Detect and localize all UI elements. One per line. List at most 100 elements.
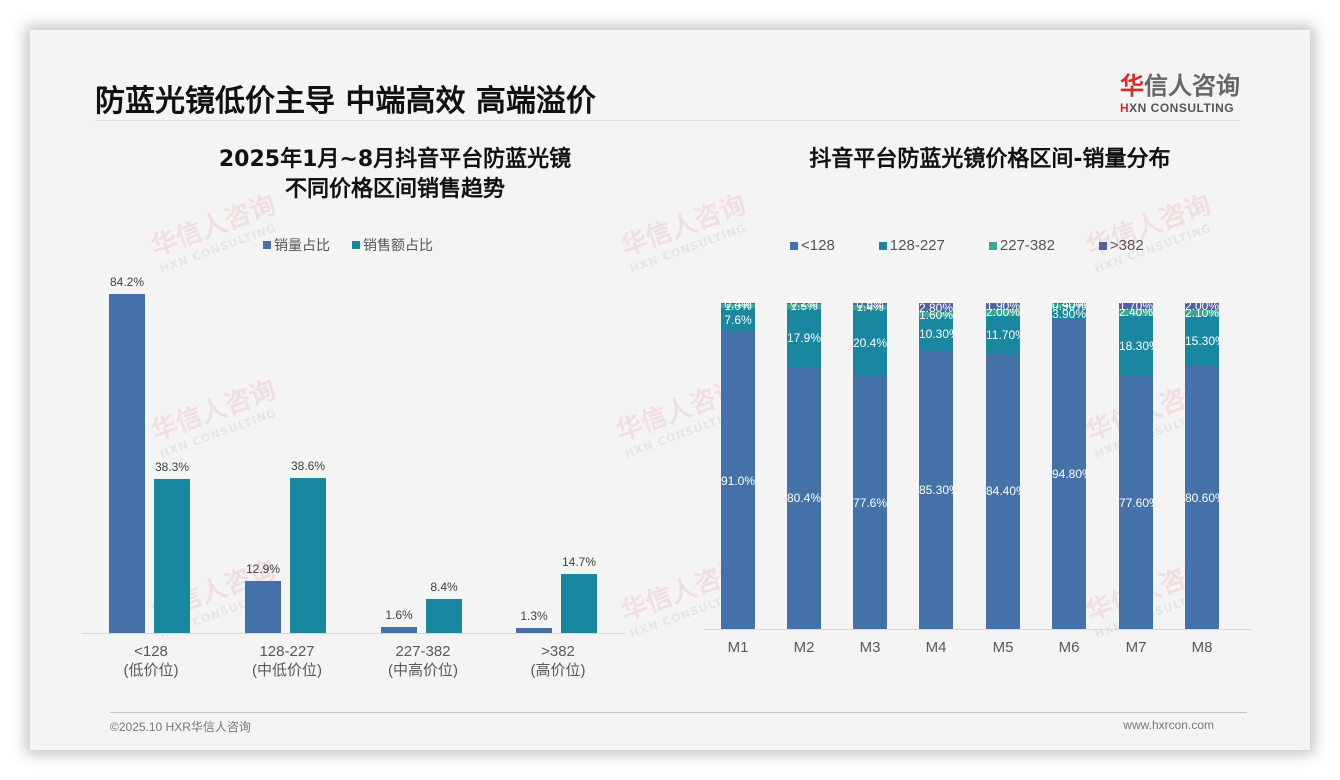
bar-segment-0 xyxy=(986,353,1020,629)
segment-label: 94.80% xyxy=(1052,467,1086,482)
legend-item: 227-382 xyxy=(988,237,1055,254)
segment-label: 2.80% xyxy=(919,300,953,315)
segment-label: 10.30% xyxy=(919,327,953,342)
segment-label: 0.2% xyxy=(790,296,818,311)
bar-segment-2 xyxy=(1185,309,1219,317)
segment-label: 80.4% xyxy=(787,490,821,505)
x-axis-label: M7 xyxy=(1125,639,1147,656)
legend-label: 227-382 xyxy=(999,237,1055,254)
logo-en: HXN CONSULTING xyxy=(1120,101,1240,115)
x-label-range: 227-382 xyxy=(395,643,451,660)
bar-segment-3 xyxy=(787,303,821,304)
company-logo: 华信人咨询 HXN CONSULTING xyxy=(1120,66,1240,115)
data-label: 38.3% xyxy=(154,459,190,474)
data-label: 1.3% xyxy=(520,608,548,623)
segment-label: 77.60% xyxy=(1119,495,1153,510)
legend-item: 销量占比 xyxy=(263,235,330,255)
x-label-tier: (低价位) xyxy=(123,662,179,679)
bar-sales-volume xyxy=(109,294,145,633)
footer-copyright: ©2025.10 HXR华信人咨询 xyxy=(110,720,251,734)
data-label: 12.9% xyxy=(245,562,281,577)
data-label: 8.4% xyxy=(430,580,458,595)
data-label: 38.6% xyxy=(290,458,326,473)
segment-label: 18.30% xyxy=(1119,339,1153,354)
stacked-column: 84.40%11.70%2.00%1.90% xyxy=(986,299,1020,629)
bar-segment-0 xyxy=(787,366,821,629)
segment-label: 15.30% xyxy=(1185,334,1219,349)
segment-label: 17.9% xyxy=(787,330,821,345)
legend-item: <128 xyxy=(790,237,835,254)
segment-label: 7.6% xyxy=(724,312,752,327)
x-axis-label: >382 (高价位) xyxy=(498,642,618,680)
legend-label: 128-227 xyxy=(889,237,945,254)
x-axis-label: M2 xyxy=(793,639,815,656)
bar-sales-volume xyxy=(381,626,417,633)
left-chart-title: 2025年1月~8月抖音平台防蓝光镜 不同价格区间销售趋势 xyxy=(110,145,680,205)
x-axis-label: M5 xyxy=(992,639,1014,656)
segment-label: 0.6% xyxy=(856,296,884,311)
stacked-column: 80.60%15.30%2.10%2.00% xyxy=(1185,299,1219,629)
title-divider xyxy=(95,120,1240,121)
watermark-en: HXN CONSULTING xyxy=(628,221,749,276)
bar-segment-0 xyxy=(853,376,887,629)
stacked-column: 91.0% 7.6% 1.0% 0.4% xyxy=(721,297,755,629)
footer-website: www.hxrcon.com xyxy=(1123,718,1214,732)
bar-segment-3 xyxy=(721,303,755,305)
bar-segment-0 xyxy=(1052,319,1086,629)
bar-segment-2 xyxy=(1052,304,1086,308)
stacked-column: 94.80% 3.90%0.90%0.40% xyxy=(1052,297,1086,629)
segment-label: 80.60% xyxy=(1185,490,1219,505)
segment-label: 1.70% xyxy=(1119,298,1153,313)
bar-segment-1 xyxy=(787,308,821,367)
segment-label: 84.40% xyxy=(986,484,1020,499)
bar-segment-2 xyxy=(919,312,953,318)
segment-label: 3.90% xyxy=(1052,306,1086,321)
stacked-column: 80.4% 17.9% 1.5% 0.2% xyxy=(787,296,821,629)
data-label: 14.7% xyxy=(561,554,597,569)
legend-label: 销量占比 xyxy=(274,237,330,253)
legend-item: >382 xyxy=(1098,237,1144,254)
segment-label: 77.6% xyxy=(853,495,887,510)
logo-en-text: XN CONSULTING xyxy=(1129,101,1235,115)
left-chart-title-line2: 不同价格区间销售趋势 xyxy=(284,177,505,202)
legend-label: 销售额占比 xyxy=(363,237,433,253)
bar-segment-1 xyxy=(1052,307,1086,320)
bar-segment-3 xyxy=(853,303,887,305)
bar-segment-1 xyxy=(721,307,755,333)
footer-divider xyxy=(110,712,1247,713)
bar-sales-amount xyxy=(154,478,190,633)
stacked-column: 77.6% 20.4% 1.4% 0.6% xyxy=(853,297,887,629)
bar-segment-1 xyxy=(986,315,1020,354)
x-label-range: 128-227 xyxy=(259,643,315,660)
bar-segment-1 xyxy=(1185,316,1219,367)
bar-sales-volume xyxy=(516,627,552,633)
logo-en-accent: H xyxy=(1120,101,1130,115)
segment-label: 1.0% xyxy=(724,298,752,313)
segment-label: 0.40% xyxy=(1052,296,1086,311)
segment-label: 20.4% xyxy=(853,335,887,350)
bar-segment-1 xyxy=(1119,316,1153,377)
bar-segment-2 xyxy=(787,303,821,309)
bar-segment-2 xyxy=(1119,308,1153,317)
bar-segment-0 xyxy=(1185,366,1219,629)
left-x-axis xyxy=(82,633,625,634)
bar-segment-3 xyxy=(1119,303,1153,309)
right-x-axis xyxy=(704,629,1252,630)
left-chart-legend: 销量占比 销售额占比 xyxy=(263,235,433,255)
x-label-range: <128 xyxy=(134,643,168,660)
logo-text: 信人咨询 xyxy=(1144,72,1240,100)
bar-sales-volume xyxy=(245,581,281,633)
left-chart-title-line1: 2025年1月~8月抖音平台防蓝光镜 xyxy=(218,147,572,172)
x-axis-label: M1 xyxy=(727,639,749,656)
bar-segment-2 xyxy=(986,309,1020,316)
bar-segment-0 xyxy=(919,350,953,629)
legend-swatch xyxy=(352,241,360,249)
segment-label: 85.30% xyxy=(919,482,953,497)
x-axis-label: 128-227 (中低价位) xyxy=(227,642,347,680)
bar-segment-1 xyxy=(853,309,887,377)
segment-label: 0.90% xyxy=(1052,298,1086,313)
x-axis-label: M3 xyxy=(859,639,881,656)
logo-cn: 华信人咨询 xyxy=(1120,66,1240,101)
segment-label: 0.4% xyxy=(724,296,752,311)
